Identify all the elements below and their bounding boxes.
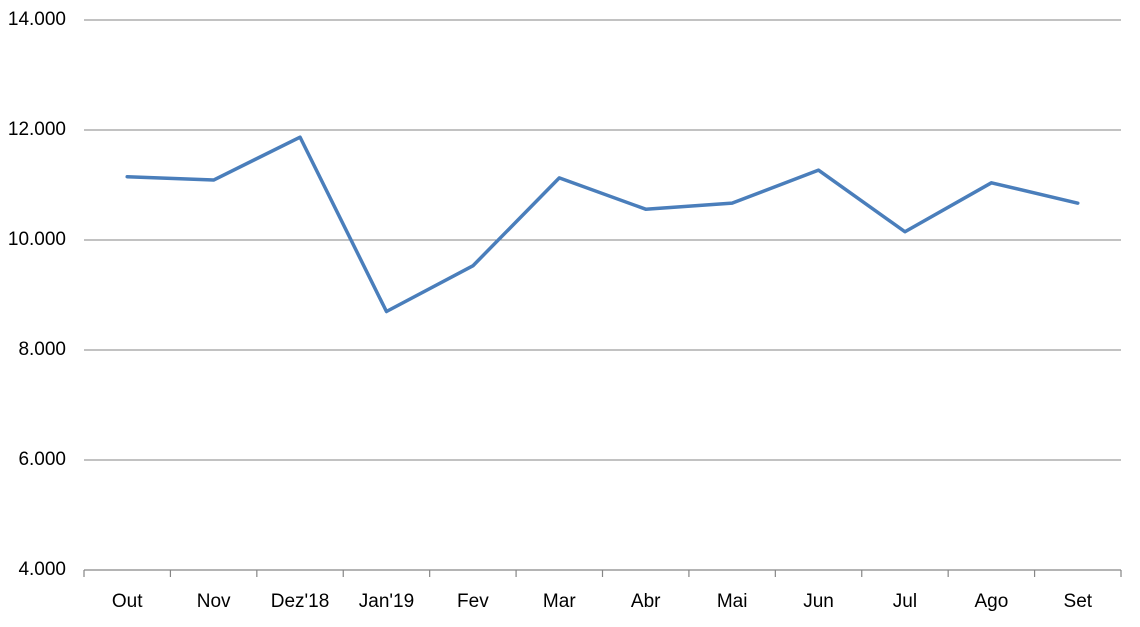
x-tick-label: Ago xyxy=(974,591,1008,612)
x-tick-label: Mar xyxy=(543,591,576,612)
x-tick-label: Set xyxy=(1064,591,1093,612)
y-tick-label: 14.000 xyxy=(8,9,66,30)
x-tick-label: Out xyxy=(112,591,143,612)
x-tick-label: Fev xyxy=(457,591,489,612)
x-tick-label: Jun xyxy=(803,591,834,612)
y-tick-label: 12.000 xyxy=(8,119,66,140)
x-tick-label: Abr xyxy=(631,591,661,612)
y-tick-label: 4.000 xyxy=(18,559,66,580)
y-tick-label: 6.000 xyxy=(18,449,66,470)
y-tick-label: 8.000 xyxy=(18,339,66,360)
y-tick-label: 10.000 xyxy=(8,229,66,250)
x-tick-label: Dez'18 xyxy=(271,591,330,612)
x-tick-label: Jul xyxy=(893,591,917,612)
x-tick-label: Nov xyxy=(197,591,231,612)
x-tick-label: Jan'19 xyxy=(359,591,414,612)
data-line xyxy=(125,135,1080,314)
x-tick-label: Mai xyxy=(717,591,748,612)
